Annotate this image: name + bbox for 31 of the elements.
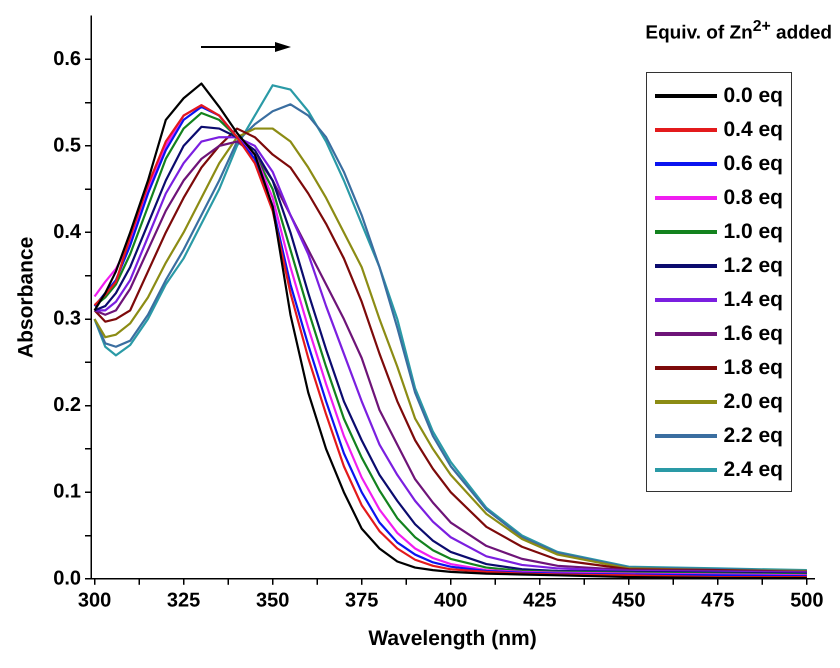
- x-tick-label: 475: [701, 589, 735, 612]
- y-tick-label: 0.2: [53, 394, 82, 416]
- x-tick-label: 500: [790, 589, 824, 612]
- x-tick-label: 450: [612, 589, 646, 612]
- legend-label: 1.2 eq: [723, 254, 783, 278]
- legend-title: Equiv. of Zn$^{2+}$ added: [645, 18, 832, 44]
- x-tick-label: 425: [523, 589, 556, 612]
- legend-label: 1.6 eq: [723, 322, 783, 346]
- x-tick-label: 375: [344, 589, 378, 612]
- legend-label: 0.8 eq: [723, 186, 783, 210]
- legend-label: 2.4 eq: [723, 458, 783, 482]
- y-axis-title: Absorbance: [14, 236, 38, 358]
- y-tick-label: 0.5: [53, 134, 82, 156]
- y-tick-label: 0.4: [53, 220, 82, 243]
- legend-label: 0.0 eq: [723, 84, 783, 108]
- x-axis-title: Wavelength (nm): [368, 627, 537, 650]
- legend-label: 1.4 eq: [723, 288, 783, 312]
- x-tick-label: 350: [256, 589, 290, 612]
- y-tick-label: 0.6: [53, 48, 82, 70]
- x-tick-label: 300: [78, 589, 112, 612]
- legend-label: 0.6 eq: [723, 152, 783, 176]
- y-tick-label: 0.3: [53, 308, 82, 330]
- x-tick-label: 325: [166, 589, 200, 612]
- legend-label: 0.4 eq: [723, 118, 783, 142]
- legend-label: 2.0 eq: [723, 390, 783, 414]
- x-tick-label: 400: [434, 589, 468, 612]
- legend-label: 2.2 eq: [723, 424, 783, 448]
- legend-label: 1.0 eq: [723, 220, 783, 244]
- y-tick-label: 0.1: [53, 480, 82, 503]
- legend-label: 1.8 eq: [723, 356, 783, 380]
- y-tick-label: 0.0: [53, 567, 82, 590]
